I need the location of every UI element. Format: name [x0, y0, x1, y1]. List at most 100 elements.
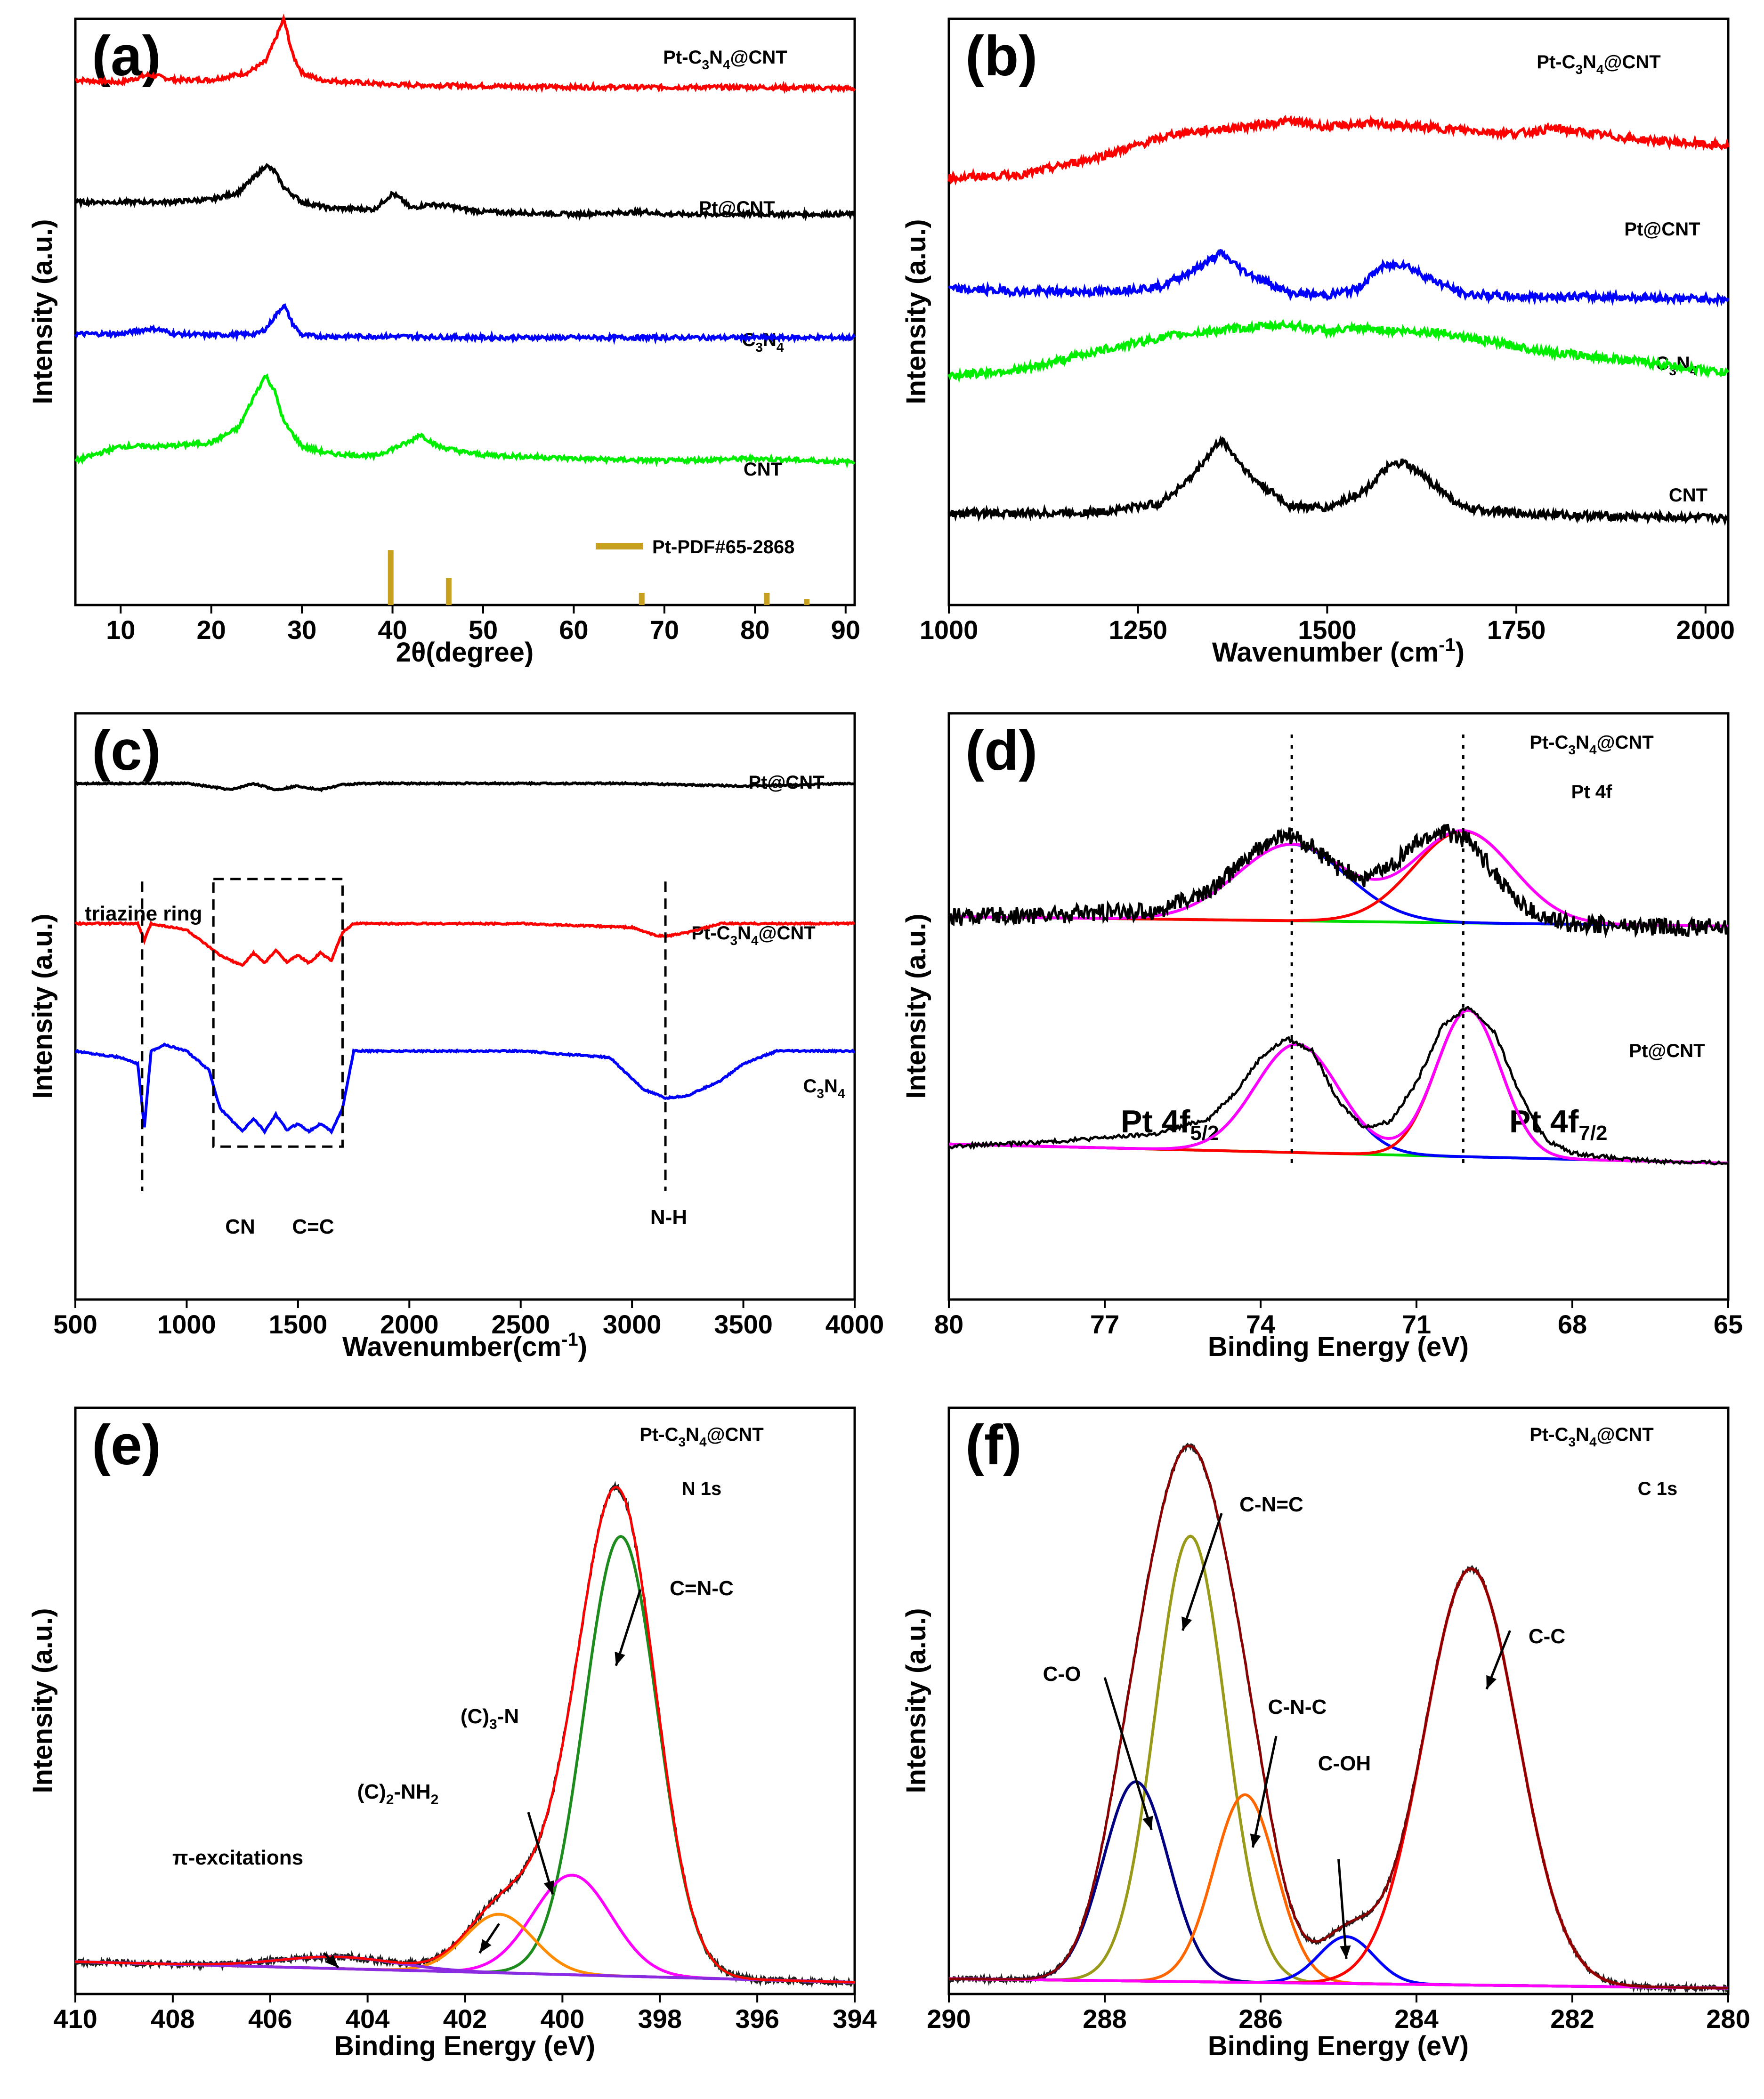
panel-e-xtick-label: 410 — [53, 2004, 97, 2034]
panel-a-xtick-label: 80 — [740, 615, 769, 645]
panel-d-xtick-label: 68 — [1558, 1309, 1587, 1339]
panel-f-annot-cnc2: C-N=C — [1239, 1493, 1303, 1516]
panel-c-annot-cc: C=C — [292, 1215, 334, 1238]
panel-f-xlabel: Binding Energy (eV) — [1208, 2031, 1469, 2061]
panel-a-xtick-label: 20 — [197, 615, 226, 645]
panel-f-annot-coh: C-OH — [1318, 1752, 1371, 1775]
panel-d-bottom-raw — [948, 1005, 1728, 1166]
panel-c-xlabel: Wavenumber(cm-1) — [342, 1329, 587, 1362]
panel-e-arrow-c3n — [527, 1812, 554, 1895]
panel-f-xtick-label: 284 — [1394, 2004, 1438, 2034]
panel-a-xtick-label: 60 — [559, 615, 588, 645]
panel-f-arrow-cnc — [1252, 1736, 1278, 1848]
panel-b-xtick-label: 1500 — [1298, 615, 1357, 645]
panel-d-xtick-label: 71 — [1402, 1309, 1431, 1339]
panel-e-ylabel: Intensity (a.u.) — [27, 1608, 58, 1793]
panel-e-xaxis: 410 408 406 404 402 400 398 396 394 — [53, 1994, 877, 2034]
panel-e-xtick-label: 402 — [443, 2004, 487, 2034]
panel-a-series-line — [74, 373, 856, 468]
panel-e-xtick-label: 398 — [638, 2004, 682, 2034]
panel-e-label-region: N 1s — [682, 1478, 722, 1499]
panel-e-xtick-label: 408 — [151, 2004, 194, 2034]
panel-c-frame — [74, 712, 856, 1301]
panel-c-xtick-label: 3500 — [714, 1309, 773, 1339]
panel-f-arrow-coh — [1337, 1859, 1348, 1959]
panel-d-label-pt: Pt@CNT — [1629, 1041, 1705, 1061]
panel-a-xlabel: 2θ(degree) — [396, 637, 534, 668]
panel-b-xlabel: Wavenumber (cm-1) — [1212, 635, 1465, 668]
panel-c-xtick-label: 4000 — [825, 1309, 884, 1339]
panel-f-xtick-label: 280 — [1706, 2004, 1750, 2034]
panel-f-arrow-cnc2-head — [1181, 1616, 1192, 1631]
panel-f-raw — [948, 1442, 1729, 1994]
panel-c-xtick-label: 3000 — [603, 1309, 662, 1339]
panel-f-baseline — [948, 1977, 1729, 1990]
panel-b-series-line — [947, 114, 1730, 186]
panel-d-peak-52: Pt 4f5/2 — [1121, 1104, 1219, 1145]
panel-e-xlabel: Binding Energy (eV) — [334, 2031, 595, 2061]
panel-c-annot-cn: CN — [225, 1215, 255, 1238]
panel-c-annot-nh: N-H — [650, 1206, 687, 1229]
panel-e-envelope — [75, 1486, 855, 1984]
panel-e-arrow-pi-head — [325, 1954, 339, 1968]
panel-f-annot-cc: C-C — [1529, 1625, 1565, 1648]
panel-e-xtick-label: 394 — [833, 2004, 876, 2034]
panel-d-xtick-label: 77 — [1090, 1309, 1119, 1339]
panel-c-xtick-label: 500 — [53, 1309, 97, 1339]
panel-e-arrow-cnc — [615, 1589, 642, 1666]
panel-e-arrow-c2nh2-head — [479, 1939, 492, 1953]
panel-letter-b: (b) — [965, 24, 1037, 88]
panel-e-label-sample: Pt-C3N4@CNT — [639, 1424, 763, 1449]
panel-e-annot-c3n: (C)3-N — [461, 1705, 519, 1732]
panel-letter-a: (a) — [92, 24, 161, 88]
panel-a-series-line — [74, 303, 856, 345]
panel-f-xaxis: 290 288 286 284 282 280 — [927, 1994, 1750, 2034]
panel-a-xtick-label: 40 — [378, 615, 407, 645]
panel-e-xtick-label: 406 — [248, 2004, 292, 2034]
panel-e-annot-cnc: C=N-C — [670, 1577, 734, 1600]
panel-a-frame — [74, 17, 856, 606]
panel-f-arrow-cnc-head — [1250, 1833, 1261, 1848]
panel-letter-e: (e) — [92, 1413, 161, 1477]
panel-c-ylabel: Intensity (a.u.) — [27, 913, 58, 1098]
panel-b-label-ptc3n4: Pt-C3N4@CNT — [1537, 52, 1660, 77]
panel-f-arrow-cnc2 — [1181, 1513, 1223, 1631]
panel-b-series-line — [948, 249, 1730, 307]
panel-c-label-ptc3n4: Pt-C3N4@CNT — [691, 923, 815, 948]
panel-c-cn-cc-box — [212, 878, 344, 1148]
panel-f-label-sample: Pt-C3N4@CNT — [1529, 1424, 1653, 1449]
panel-f-arrow-co-head — [1142, 1816, 1153, 1830]
panel-b-label-pt: Pt@CNT — [1624, 219, 1700, 240]
panel-a-label-cnt: CNT — [744, 459, 782, 480]
panel-f-arrow-coh-head — [1340, 1945, 1351, 1959]
panel-b-xtick-label: 1750 — [1487, 615, 1546, 645]
panel-f-frame — [947, 1406, 1730, 1995]
panel-a-series-line — [75, 13, 856, 94]
panel-e-xtick-label: 396 — [735, 2004, 779, 2034]
panel-c-xtick-label: 2500 — [491, 1309, 550, 1339]
panel-c-series-line — [74, 920, 856, 967]
panel-c-annot-triazine: triazine ring — [85, 902, 202, 925]
panel-b-xtick-label: 1000 — [920, 615, 979, 645]
panel-a-series-line — [75, 163, 856, 221]
panel-e-annot-c2nh2: (C)2-NH2 — [357, 1780, 439, 1808]
panel-e-xtick-label: 404 — [346, 2004, 389, 2034]
panel-b-frame — [947, 17, 1730, 606]
panel-letter-f: (f) — [965, 1413, 1022, 1477]
plot-layer: 10 20 30 40 50 60 70 80 90 1000 1250 1500 1750 200050… — [53, 13, 1750, 2034]
panel-d-xtick-label: 65 — [1714, 1309, 1743, 1339]
panel-a-xtick-label: 90 — [831, 615, 860, 645]
panel-d-xlabel: Binding Energy (eV) — [1208, 1332, 1469, 1362]
panel-f-annot-co: C-O — [1043, 1663, 1081, 1686]
panel-a-xtick-label: 10 — [106, 615, 135, 645]
panel-a-ylabel: Intensity (a.u.) — [27, 219, 58, 404]
panel-f-arrow-co — [1103, 1677, 1153, 1831]
panel-a-xtick-label: 50 — [469, 615, 498, 645]
panel-b-xaxis: 1000 1250 1500 1750 2000 — [920, 605, 1735, 645]
panel-d-bottom-envelope — [948, 1009, 1729, 1165]
panel-a-label-ptc3n4: Pt-C3N4@CNT — [663, 47, 787, 72]
panel-e-arrow-c3n-head — [543, 1880, 555, 1895]
panel-e-xtick-label: 400 — [541, 2004, 584, 2034]
panel-c-label-pt: Pt@CNT — [748, 772, 824, 793]
panel-c-label-c3n4: C3N4 — [803, 1076, 845, 1101]
